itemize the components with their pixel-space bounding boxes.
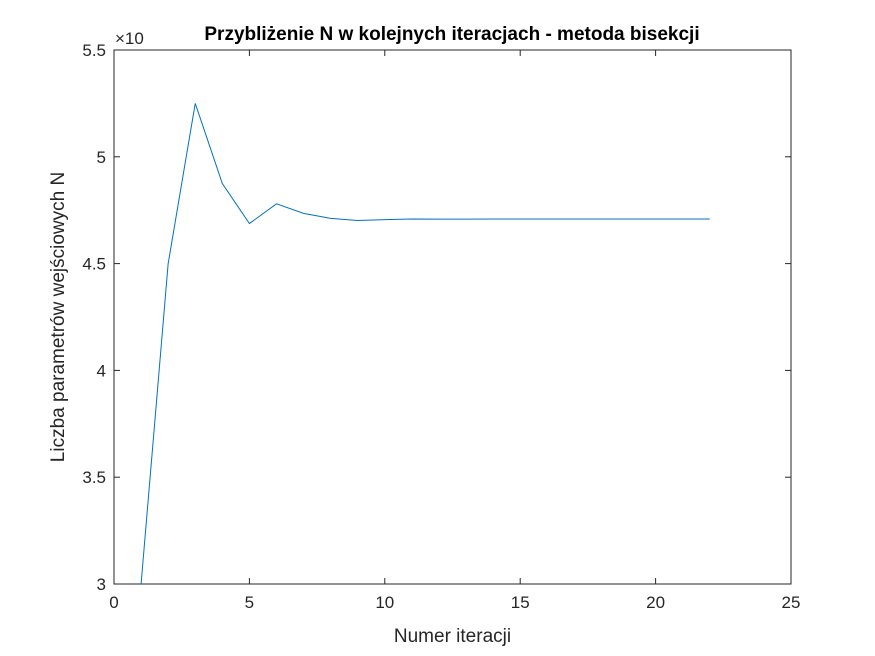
- x-tick-label: 25: [782, 593, 801, 612]
- x-axis-label: Numer iteracji: [394, 626, 511, 647]
- y-axis: 3 3.5 4 4.5 5 5.5: [82, 41, 791, 594]
- y-tick-label: 4.5: [82, 255, 106, 274]
- series-line: [140, 103, 710, 585]
- x-tick-label: 15: [511, 593, 530, 612]
- plot-area: [113, 49, 792, 585]
- y-tick-label: 3: [97, 575, 106, 594]
- y-tick-label: 5: [97, 148, 106, 167]
- x-tick-label: 20: [646, 593, 665, 612]
- x-tick-label: 0: [109, 593, 118, 612]
- y-axis-label: Liczba parametrów wejściowych N: [48, 172, 69, 462]
- y-tick-label: 5.5: [82, 41, 106, 60]
- y-multiplier-label: ×10: [115, 29, 144, 48]
- x-tick-label: 5: [245, 593, 254, 612]
- series-group: [140, 103, 710, 585]
- x-axis: 0 5 10 15 20 25: [109, 50, 800, 612]
- x-tick-label: 10: [375, 593, 394, 612]
- y-tick-label: 3.5: [82, 468, 106, 487]
- y-tick-label: 4: [97, 361, 106, 380]
- chart-title: Przybliżenie N w kolejnych iteracjach - …: [204, 24, 699, 45]
